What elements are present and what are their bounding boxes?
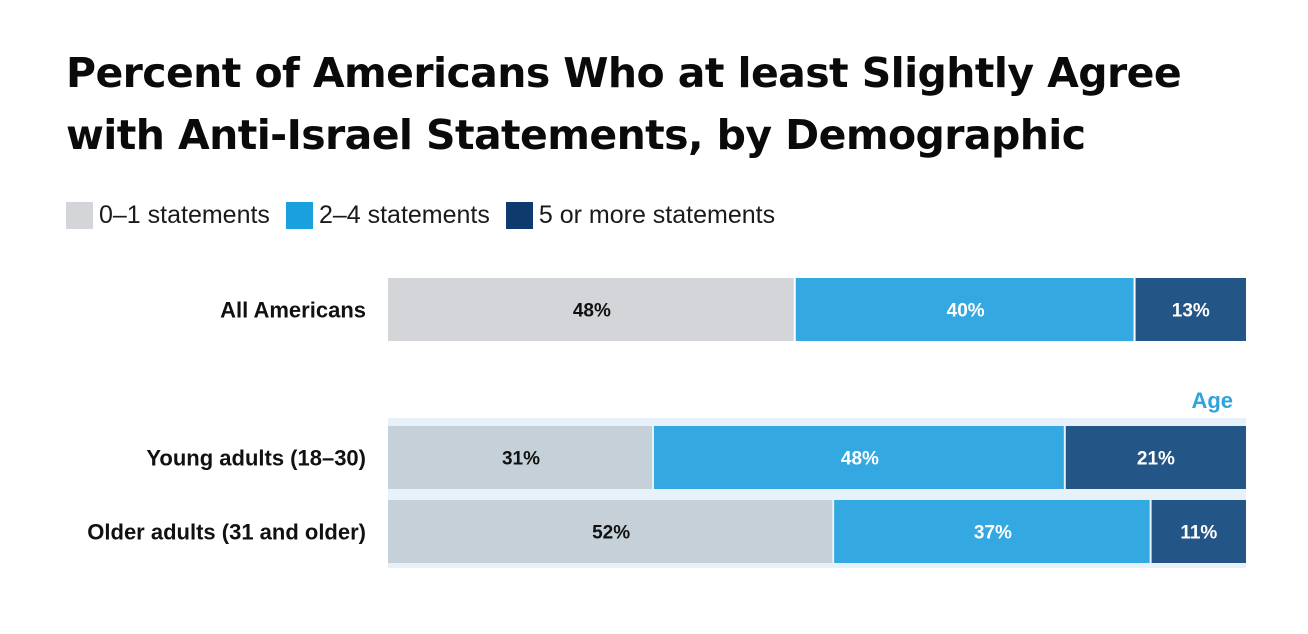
data-label-older-adults-mid: 37% — [974, 523, 1012, 544]
bar-rows: All Americans 48% 40% 13% Young adults (18–3… — [87, 278, 1246, 563]
data-label-young-adults-high: 21% — [1137, 449, 1175, 470]
chart-title: Percent of Americans Who at least Slight… — [66, 42, 1296, 166]
bar-all-americans-high — [1135, 278, 1246, 341]
bar-older-adults-high — [1151, 500, 1246, 563]
legend-swatch-high — [505, 201, 533, 229]
legend-label-low: 0–1 statements — [99, 200, 270, 229]
legend-item-mid: 2–4 statements — [285, 200, 490, 230]
bar-all-americans-low — [388, 278, 794, 341]
bar-young-adults-mid — [653, 426, 1064, 489]
category-label-young-adults: Young adults (18–30) — [146, 446, 366, 471]
legend-item-high: 5 or more statements — [505, 200, 776, 230]
bar-all-americans-mid — [795, 278, 1134, 341]
chart-title-line-2: with Anti-Israel Statements, by Demograp… — [66, 111, 1086, 159]
bar-young-adults-high — [1065, 426, 1246, 489]
legend-label-mid: 2–4 statements — [318, 200, 490, 229]
category-label-older-adults: Older adults (31 and older) — [87, 520, 366, 545]
bar-older-adults-low — [388, 500, 833, 563]
bar-young-adults-low — [388, 426, 652, 489]
data-label-older-adults-low: 52% — [592, 523, 630, 544]
legend-label-high: 5 or more statements — [538, 200, 776, 229]
data-label-all-americans-low: 48% — [573, 301, 611, 322]
chart-title-line-1: Percent of Americans Who at least Slight… — [66, 49, 1182, 97]
bar-older-adults-mid — [834, 500, 1150, 563]
legend-item-low: 0–1 statements — [66, 201, 270, 230]
data-label-young-adults-low: 31% — [502, 449, 540, 470]
data-label-older-adults-high: 11% — [1180, 523, 1217, 544]
chart-legend: 0–1 statements 2–4 statements 5 or more … — [66, 200, 791, 230]
data-label-young-adults-mid: 48% — [841, 449, 879, 470]
legend-swatch-mid — [285, 201, 313, 229]
data-label-all-americans-mid: 40% — [947, 301, 985, 322]
legend-swatch-low — [66, 201, 93, 229]
age-group-label: Age — [1191, 388, 1233, 413]
category-label-all-americans: All Americans — [220, 298, 366, 323]
data-label-all-americans-high: 13% — [1172, 301, 1210, 322]
